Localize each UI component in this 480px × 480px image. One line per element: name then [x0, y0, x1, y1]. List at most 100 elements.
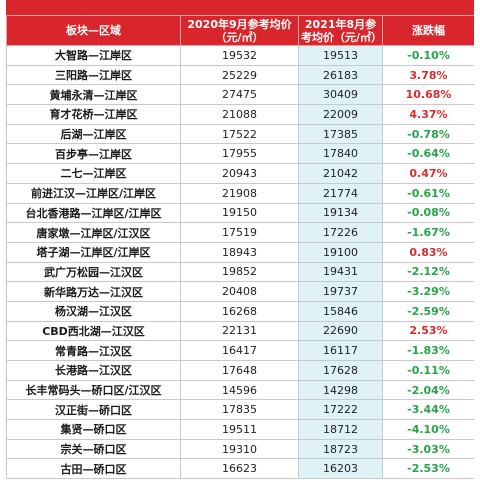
table-cell: 30409 [298, 84, 383, 106]
table-row: 前进江汉—江岸区/江岸区 21908 21774 -0.61% [6, 182, 474, 204]
change-cell: 2.53% [382, 320, 474, 342]
change-cell: 0.83% [382, 241, 474, 263]
change-cell: -2.59% [382, 300, 474, 322]
table-cell: 19310 [180, 438, 299, 460]
table-cell: 前进江汉—江岸区/江岸区 [6, 182, 181, 204]
table-cell: 17222 [298, 399, 383, 421]
table-row: CBD西北湖—江汉区 22131 22690 2.53% [6, 320, 474, 342]
change-cell: 3.78% [382, 64, 474, 86]
table-cell: 武广万松园—江汉区 [6, 261, 181, 283]
header-cell: 涨跌幅 [382, 15, 474, 46]
table-cell: 19513 [298, 45, 383, 66]
change-cell: -0.64% [382, 143, 474, 165]
table-cell: 古田—硚口区 [6, 458, 181, 480]
table-cell: 长港路—江汉区 [6, 360, 181, 381]
table-row: 二七—江岸区 20943 21042 0.47% [6, 163, 474, 184]
table-row: 武广万松园—江汉区 19852 19431 -2.12% [6, 261, 474, 283]
change-cell: -1.67% [382, 222, 474, 243]
title-band [6, 0, 474, 15]
table-row: 大智路—江岸区 19532 19513 -0.10% [6, 45, 474, 66]
change-cell: -4.10% [382, 419, 474, 440]
table-cell: 二七—江岸区 [6, 163, 181, 184]
header-cell: 2021年8月参考均价（元/㎡） [298, 15, 383, 46]
change-cell: -0.10% [382, 45, 474, 66]
header-row: 板块—区域 2020年9月参考均价（元/㎡） 2021年8月参考均价（元/㎡） 涨跌幅 [6, 15, 474, 46]
table-cell: 19511 [180, 419, 299, 440]
change-cell: 0.47% [382, 163, 474, 184]
table-cell: 三阳路—江岸区 [6, 64, 181, 86]
table-cell: 百步亭—江岸区 [6, 143, 181, 165]
table-cell: 19431 [298, 261, 383, 283]
table-cell: 20408 [180, 281, 299, 302]
table-cell: 杨汉湖—江汉区 [6, 300, 181, 322]
header-cell: 2020年9月参考均价（元/㎡） [180, 15, 299, 46]
table-cell: 唐家墩—江岸区/江汉区 [6, 222, 181, 243]
table-cell: 14298 [298, 379, 383, 401]
table-cell: 19134 [298, 202, 383, 224]
table-body: 大智路—江岸区 19532 19513 -0.10% 三阳路—江岸区 25229 26183… [6, 45, 474, 480]
price-table: 板块—区域 2020年9月参考均价（元/㎡） 2021年8月参考均价（元/㎡） 涨跌幅… [6, 15, 474, 480]
table-row: 唐家墩—江岸区/江汉区 17519 17226 -1.67% [6, 222, 474, 243]
table-cell: 21908 [180, 182, 299, 204]
table-cell: 18712 [298, 419, 383, 440]
change-cell: -2.53% [382, 458, 474, 480]
change-cell: -0.78% [382, 123, 474, 145]
table-cell: 17648 [180, 360, 299, 381]
table-cell: 18943 [180, 241, 299, 263]
change-cell: -3.29% [382, 281, 474, 302]
table-cell: 21042 [298, 163, 383, 184]
table-row: 古田—硚口区 16623 16203 -2.53% [6, 458, 474, 480]
table-row: 汉正街—硚口区 17835 17222 -3.44% [6, 399, 474, 421]
table-cell: CBD西北湖—江汉区 [6, 320, 181, 342]
table-cell: 18723 [298, 438, 383, 460]
table-row: 黄埔永清—江岸区 27475 30409 10.68% [6, 84, 474, 106]
table-cell: 19852 [180, 261, 299, 283]
table-cell: 17840 [298, 143, 383, 165]
table-cell: 21088 [180, 104, 299, 125]
price-table-screenshot: 板块—区域 2020年9月参考均价（元/㎡） 2021年8月参考均价（元/㎡） 涨跌幅… [6, 0, 474, 480]
table-cell: 宗关—硚口区 [6, 438, 181, 460]
change-cell: -1.83% [382, 340, 474, 361]
change-cell: -2.12% [382, 261, 474, 283]
table-cell: 大智路—江岸区 [6, 45, 181, 66]
table-row: 集贤—硚口区 19511 18712 -4.10% [6, 419, 474, 440]
table-cell: 常青路—江汉区 [6, 340, 181, 361]
change-cell: 4.37% [382, 104, 474, 125]
table-cell: 16268 [180, 300, 299, 322]
table-cell: 汉正街—硚口区 [6, 399, 181, 421]
table-row: 宗关—硚口区 19310 18723 -3.03% [6, 438, 474, 460]
table-cell: 22131 [180, 320, 299, 342]
table-row: 育才花桥—江岸区 21088 22009 4.37% [6, 104, 474, 125]
table-cell: 17226 [298, 222, 383, 243]
table-cell: 19737 [298, 281, 383, 302]
change-cell: -0.08% [382, 202, 474, 224]
table-cell: 22690 [298, 320, 383, 342]
table-cell: 16117 [298, 340, 383, 361]
table-cell: 17955 [180, 143, 299, 165]
table-cell: 20943 [180, 163, 299, 184]
change-cell: -3.44% [382, 399, 474, 421]
table-cell: 16623 [180, 458, 299, 480]
table-cell: 19100 [298, 241, 383, 263]
table-cell: 集贤—硚口区 [6, 419, 181, 440]
table-cell: 16203 [298, 458, 383, 480]
table-cell: 15846 [298, 300, 383, 322]
change-cell: -0.11% [382, 360, 474, 381]
table-cell: 16417 [180, 340, 299, 361]
table-row: 三阳路—江岸区 25229 26183 3.78% [6, 64, 474, 86]
table-cell: 19150 [180, 202, 299, 224]
change-cell: -3.03% [382, 438, 474, 460]
table-cell: 25229 [180, 64, 299, 86]
change-cell: -0.61% [382, 182, 474, 204]
table-row: 后湖—江岸区 17522 17385 -0.78% [6, 123, 474, 145]
table-row: 塔子湖—江岸区/江岸区 18943 19100 0.83% [6, 241, 474, 263]
change-cell: 10.68% [382, 84, 474, 106]
table-cell: 新华路万达—江汉区 [6, 281, 181, 302]
table-cell: 27475 [180, 84, 299, 106]
table-cell: 21774 [298, 182, 383, 204]
table-cell: 17519 [180, 222, 299, 243]
table-row: 百步亭—江岸区 17955 17840 -0.64% [6, 143, 474, 165]
table-cell: 26183 [298, 64, 383, 86]
change-cell: -2.04% [382, 379, 474, 401]
table-cell: 后湖—江岸区 [6, 123, 181, 145]
